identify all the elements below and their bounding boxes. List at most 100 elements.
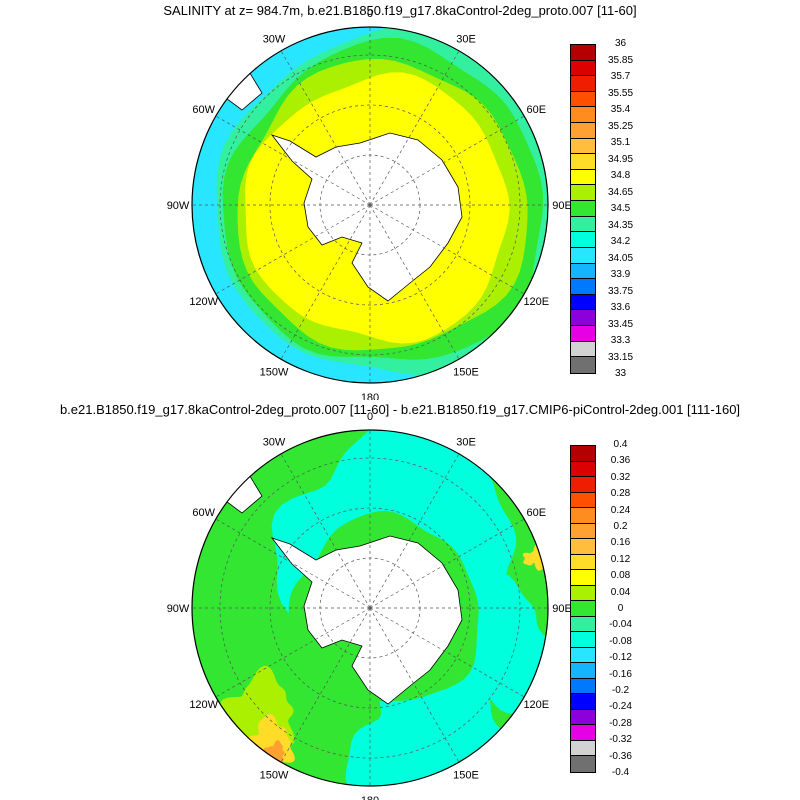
colorbar-tick-label: -0.36 <box>609 750 632 762</box>
colorbar-tick-label: 35.4 <box>610 104 631 115</box>
colorbar-tick-label: 0.32 <box>610 471 631 483</box>
colorbar-swatch <box>571 632 595 648</box>
colorbar-swatch <box>571 185 595 202</box>
bottom-panel-title: b.e21.B1850.f19_g17.8kaControl-2deg_prot… <box>59 402 741 417</box>
colorbar-swatch <box>571 201 595 217</box>
colorbar-tick-label: 35.1 <box>610 137 631 148</box>
colorbar-tick-label: 0.04 <box>610 586 631 598</box>
longitude-label: 150W <box>260 366 289 378</box>
colorbar-tick-label: 0.36 <box>610 455 631 467</box>
longitude-label: 150E <box>453 366 479 378</box>
colorbar-tick-label: 0.12 <box>610 553 631 565</box>
longitude-label: 90E <box>552 200 572 212</box>
colorbar-swatch <box>571 477 595 493</box>
colorbar-swatch <box>571 461 595 478</box>
colorbar-swatch <box>571 76 595 92</box>
colorbar-swatch <box>571 539 595 555</box>
colorbar-swatch <box>571 325 595 342</box>
colorbar-swatch <box>571 756 595 772</box>
colorbar-tick-label: 34.95 <box>607 153 634 165</box>
colorbar-swatch <box>571 107 595 124</box>
longitude-label: 180 <box>361 392 379 400</box>
colorbar-tick-label: 33.45 <box>607 318 634 330</box>
longitude-label: 120W <box>189 296 218 308</box>
colorbar-tick-label: 33 <box>614 368 627 379</box>
longitude-label: 60W <box>192 104 215 116</box>
longitude-label: 30E <box>456 34 476 46</box>
colorbar-swatch <box>571 45 595 61</box>
colorbar-tick-label: 34.2 <box>610 236 631 247</box>
longitude-label: 180 <box>361 795 379 800</box>
colorbar-swatch <box>571 123 595 139</box>
colorbar-tick-label: 0 <box>617 603 624 614</box>
colorbar-tick-label: -0.08 <box>609 635 632 647</box>
colorbar-swatch <box>571 138 595 155</box>
colorbar-swatch <box>571 247 595 264</box>
longitude-label: 60W <box>192 507 215 519</box>
top-colorbar-ticks: 36 35.85 35.7 35.55 35.4 35.25 35.1 34.95 34.8 34… <box>596 39 656 379</box>
colorbar-tick-label: 33.15 <box>607 351 634 363</box>
top-salinity-map: 0 30E 60E 90E 120E 150E 180 150W 120W 90W 60W 30W <box>167 8 572 400</box>
longitude-label: 60E <box>527 104 547 116</box>
colorbar-swatch <box>571 310 595 326</box>
colorbar-tick-label: -0.4 <box>611 767 630 778</box>
latitude-circle <box>269 104 471 306</box>
colorbar-swatch <box>571 601 595 617</box>
longitude-label: 120E <box>523 296 549 308</box>
longitude-label: 90W <box>167 603 190 615</box>
colorbar-swatch <box>571 740 595 757</box>
bottom-difference-map: 0 30E 60E 90E 120E 150E 180 150W 120W 90W 60W 30W <box>167 411 572 800</box>
colorbar-tick-label: 35.85 <box>607 54 634 66</box>
colorbar-swatch <box>571 91 595 108</box>
longitude-label: 150E <box>453 769 479 781</box>
colorbar-swatch <box>571 678 595 695</box>
colorbar-swatch <box>571 492 595 509</box>
colorbar-swatch <box>571 694 595 710</box>
colorbar-tick-label: 0.08 <box>610 570 631 582</box>
colorbar-tick-label: -0.24 <box>609 701 632 713</box>
colorbar-swatch <box>571 570 595 586</box>
colorbar-tick-label: 34.35 <box>607 219 634 231</box>
colorbar-swatch <box>571 709 595 726</box>
colorbar-swatch <box>571 341 595 358</box>
colorbar-swatch <box>571 647 595 664</box>
colorbar-tick-label: 35.55 <box>607 87 634 99</box>
colorbar-tick-label: -0.32 <box>609 734 632 746</box>
colorbar-tick-label: 33.9 <box>610 269 631 280</box>
latitude-circle <box>269 507 471 709</box>
colorbar-tick-label: 35.7 <box>610 71 631 82</box>
colorbar-swatch <box>571 725 595 741</box>
longitude-label: 120E <box>523 699 549 711</box>
top-colorbar <box>570 44 596 374</box>
colorbar-tick-label: 36 <box>614 38 627 49</box>
colorbar-tick-label: 0.4 <box>613 439 628 450</box>
colorbar-swatch <box>571 554 595 571</box>
colorbar-swatch <box>571 263 595 280</box>
colorbar-tick-label: 34.05 <box>607 252 634 264</box>
colorbar-swatch <box>571 216 595 233</box>
colorbar-tick-label: 0.24 <box>610 504 631 516</box>
colorbar-tick-label: 33.3 <box>610 335 631 346</box>
colorbar-tick-label: -0.04 <box>609 619 632 631</box>
map-border <box>191 429 549 787</box>
longitude-label: 0 <box>367 411 373 423</box>
colorbar-swatch <box>571 294 595 311</box>
longitude-label: 90W <box>167 200 190 212</box>
map-border <box>191 26 549 384</box>
colorbar-swatch <box>571 60 595 77</box>
longitude-label: 60E <box>527 507 547 519</box>
longitude-label: 30W <box>263 437 286 449</box>
colorbar-tick-label: 33.75 <box>607 285 634 297</box>
top-panel-title: SALINITY at z= 984.7m, b.e21.B1850.f19_g… <box>163 3 637 18</box>
longitude-label: 90E <box>552 603 572 615</box>
longitude-label: 0 <box>367 8 373 20</box>
bottom-colorbar-ticks: 0.4 0.36 0.32 0.28 0.24 0.2 0.16 0.12 0.08 0.04 0 -… <box>596 440 656 778</box>
colorbar-tick-label: 0.2 <box>613 521 628 532</box>
longitude-label: 30E <box>456 437 476 449</box>
colorbar-swatch <box>571 154 595 170</box>
colorbar-tick-label: 33.6 <box>610 302 631 313</box>
colorbar-swatch <box>571 663 595 679</box>
colorbar-tick-label: 34.8 <box>610 170 631 181</box>
colorbar-swatch <box>571 279 595 295</box>
colorbar-tick-label: 34.5 <box>610 203 631 214</box>
